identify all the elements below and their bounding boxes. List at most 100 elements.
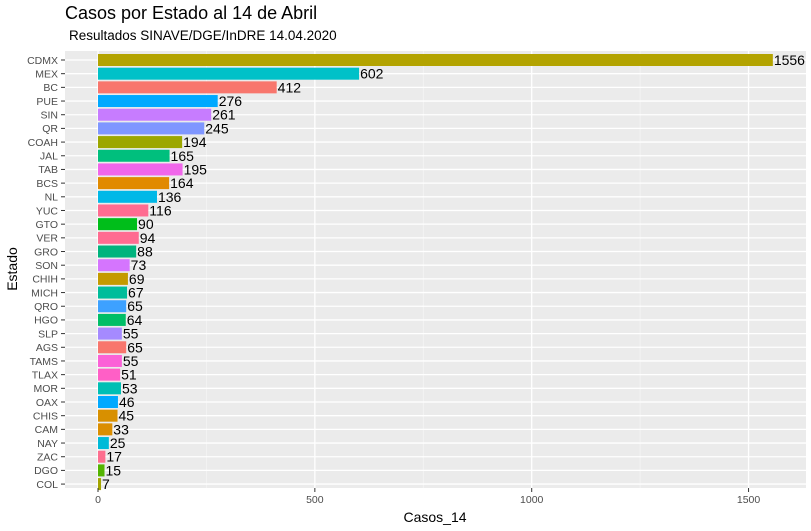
bar-zac [98,450,106,463]
x-tick-label: 0 [95,494,101,506]
data-label-mor: 53 [122,380,138,396]
y-tick-label: AGS [36,342,58,354]
data-label-nl: 136 [158,189,182,205]
bar-col [98,478,102,491]
y-tick-label: DGO [34,465,58,477]
y-tick-label: SIN [40,110,58,122]
bar-tlax [98,368,121,381]
bar-gto [98,218,138,231]
y-tick-label: QRO [34,301,58,313]
data-label-tams: 55 [123,353,139,369]
data-label-chis: 45 [119,408,135,424]
data-label-ver: 94 [140,230,156,246]
data-label-col: 7 [102,476,110,492]
bar-ags [98,341,127,354]
y-tick-label: GRO [34,246,58,258]
bar-bc [98,81,277,94]
bar-mex [98,67,360,80]
data-label-tab: 195 [184,161,208,177]
y-tick-label: NL [45,192,59,204]
y-tick-label: ZAC [37,452,58,464]
bar-mich [98,286,128,299]
y-tick-label: CHIS [33,410,58,422]
bar-qr [98,122,205,135]
chart-title: Casos por Estado al 14 de Abril [65,3,318,23]
y-tick-label: SON [35,260,58,272]
data-labels-group: 1556 602 412 276261245194165195164136116909… [102,52,805,492]
y-tick-label: HGO [34,315,58,327]
bar-coah [98,136,183,149]
bar-dgo [98,464,105,477]
x-tick-label: 1500 [737,494,761,506]
data-label-tlax: 51 [121,367,137,383]
bar-cdmx [98,54,773,66]
x-tick-label: 1000 [520,494,544,506]
y-tick-label: TAB [38,164,58,176]
data-label-nay: 25 [110,435,126,451]
y-tick-label: CDMX [27,55,58,67]
y-tick-label: CHIH [32,274,58,286]
data-label-slp: 55 [123,326,139,342]
bar-chis [98,409,118,422]
y-tick-label: BCS [36,178,58,190]
data-label-bcs: 164 [170,175,194,191]
y-tick-label: TLAX [32,369,58,381]
bar-mor [98,382,121,395]
data-label-sin: 261 [212,107,236,123]
data-label-bc: 412 [278,79,302,95]
y-tick-label: COAH [28,137,58,149]
data-label-chih: 69 [129,271,145,287]
y-tick-label: YUC [36,205,59,217]
bar-slp [98,327,122,340]
bar-qro [98,300,127,313]
y-tick-label: BC [43,82,58,94]
y-axis-title: Estado [4,247,20,291]
bar-nl [98,190,157,203]
data-label-ags: 65 [127,339,143,355]
y-tick-label: TAMS [30,356,58,368]
bar-hgo [98,313,126,326]
data-label-cdmx: 1556 [774,52,805,68]
bar-yuc [98,204,149,217]
bar-tab [98,163,183,176]
y-tick-label: MOR [34,383,59,395]
bar-gro [98,245,137,258]
data-label-qro: 65 [127,298,143,314]
x-tick-label: 500 [306,494,324,506]
y-tick-label: COL [36,479,58,491]
data-label-pue: 276 [219,93,243,109]
bars-group [98,54,773,491]
bar-sin [98,108,212,121]
data-label-zac: 17 [106,449,122,465]
data-label-yuc: 116 [149,202,172,218]
y-tick-label: GTO [35,219,58,231]
y-tick-label: QR [42,123,58,135]
bar-chih [98,272,128,285]
data-label-hgo: 64 [127,312,143,328]
data-label-mich: 67 [128,285,144,301]
y-tick-label: VER [36,233,58,245]
y-tick-label: MICH [31,287,58,299]
bar-nay [98,437,109,450]
bar-tams [98,354,122,367]
data-label-son: 73 [131,257,147,273]
data-label-cam: 33 [113,421,129,437]
y-tick-label: PUE [36,96,58,108]
data-label-dgo: 15 [106,462,122,478]
bar-cam [98,423,113,436]
data-label-mex: 602 [360,66,384,82]
data-label-gro: 88 [137,244,153,260]
y-tick-label: MEX [35,68,58,80]
bar-bcs [98,177,170,190]
bar-jal [98,149,170,162]
y-tick-label: JAL [40,151,58,163]
y-tick-label: OAX [36,397,58,409]
bar-son [98,259,130,272]
x-axis-title: Casos_14 [403,509,466,525]
data-label-oax: 46 [119,394,135,410]
data-label-gto: 90 [138,216,154,232]
y-tick-label: CAM [35,424,58,436]
bar-ver [98,231,139,244]
